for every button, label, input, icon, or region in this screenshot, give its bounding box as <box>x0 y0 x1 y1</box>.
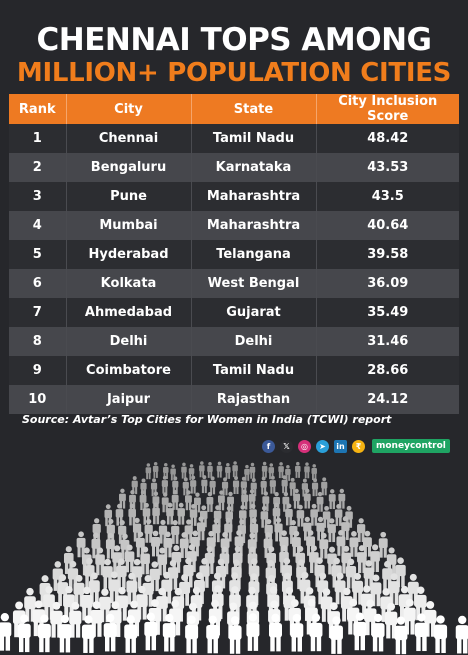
instagram-icon[interactable]: ◎ <box>298 439 311 453</box>
moneycontrol-logo-icon: ₹ <box>352 439 365 453</box>
column-header-rank: Rank <box>9 94 67 124</box>
table-row: 10 Jaipur Rajasthan 24.12 <box>9 385 459 414</box>
score-cell: 43.5 <box>316 182 459 211</box>
city-cell: Chennai <box>66 124 192 153</box>
state-cell: Gujarat <box>191 298 317 327</box>
table-row: 7 Ahmedabad Gujarat 35.49 <box>9 298 459 327</box>
title-line-1: CHENNAI TOPS AMONG <box>36 22 433 58</box>
column-header-score: City Inclusion Score <box>316 94 459 124</box>
rank-cell: 6 <box>9 269 67 298</box>
table-row: 1 Chennai Tamil Nadu 48.42 <box>9 124 459 153</box>
score-cell: 35.49 <box>316 298 459 327</box>
score-cell: 40.64 <box>316 211 459 240</box>
table-header-row: Rank City State City Inclusion Score <box>9 94 459 124</box>
table-row: 8 Delhi Delhi 31.46 <box>9 327 459 356</box>
state-cell: Telangana <box>191 240 317 269</box>
city-cell: Coimbatore <box>66 356 192 385</box>
city-cell: Ahmedabad <box>66 298 192 327</box>
city-cell: Delhi <box>66 327 192 356</box>
state-cell: Tamil Nadu <box>191 356 317 385</box>
column-header-city: City <box>66 94 192 124</box>
ranking-table: Rank City State City Inclusion Score 1 C… <box>9 94 459 414</box>
table-row: 3 Pune Maharashtra 43.5 <box>9 182 459 211</box>
table-row: 9 Coimbatore Tamil Nadu 28.66 <box>9 356 459 385</box>
state-cell: Rajasthan <box>191 385 317 414</box>
city-cell: Bengaluru <box>66 153 192 182</box>
score-cell: 48.42 <box>316 124 459 153</box>
city-cell: Jaipur <box>66 385 192 414</box>
rank-cell: 1 <box>9 124 67 153</box>
title-line-2: MILLION+ POPULATION CITIES <box>16 58 452 88</box>
score-cell: 36.09 <box>316 269 459 298</box>
table-row: 2 Bengaluru Karnataka 43.53 <box>9 153 459 182</box>
rank-cell: 4 <box>9 211 67 240</box>
linkedin-icon[interactable]: in <box>334 439 347 453</box>
score-cell: 43.53 <box>316 153 459 182</box>
city-cell: Hyderabad <box>66 240 192 269</box>
score-cell: 24.12 <box>316 385 459 414</box>
table-row: 5 Hyderabad Telangana 39.58 <box>9 240 459 269</box>
table-row: 4 Mumbai Maharashtra 40.64 <box>9 211 459 240</box>
state-cell: Maharashtra <box>191 211 317 240</box>
state-cell: West Bengal <box>191 269 317 298</box>
rank-cell: 9 <box>9 356 67 385</box>
crowd-of-people-icon <box>0 461 468 655</box>
state-cell: Tamil Nadu <box>191 124 317 153</box>
score-cell: 39.58 <box>316 240 459 269</box>
brand-wordmark: moneycontrol <box>372 439 450 453</box>
city-cell: Pune <box>66 182 192 211</box>
rank-cell: 2 <box>9 153 67 182</box>
state-cell: Delhi <box>191 327 317 356</box>
city-cell: Mumbai <box>66 211 192 240</box>
score-cell: 31.46 <box>316 327 459 356</box>
source-note: Source: Avtar’s Top Cities for Women in … <box>22 413 392 426</box>
x-icon[interactable]: 𝕏 <box>280 439 293 453</box>
state-cell: Karnataka <box>191 153 317 182</box>
rank-cell: 3 <box>9 182 67 211</box>
column-header-state: State <box>191 94 317 124</box>
state-cell: Maharashtra <box>191 182 317 211</box>
rank-cell: 7 <box>9 298 67 327</box>
social-bar: f 𝕏 ◎ ➤ in ₹ moneycontrol <box>262 438 450 454</box>
rank-cell: 5 <box>9 240 67 269</box>
facebook-icon[interactable]: f <box>262 439 275 453</box>
rank-cell: 8 <box>9 327 67 356</box>
rank-cell: 10 <box>9 385 67 414</box>
telegram-icon[interactable]: ➤ <box>316 439 329 453</box>
score-cell: 28.66 <box>316 356 459 385</box>
table-row: 6 Kolkata West Bengal 36.09 <box>9 269 459 298</box>
city-cell: Kolkata <box>66 269 192 298</box>
